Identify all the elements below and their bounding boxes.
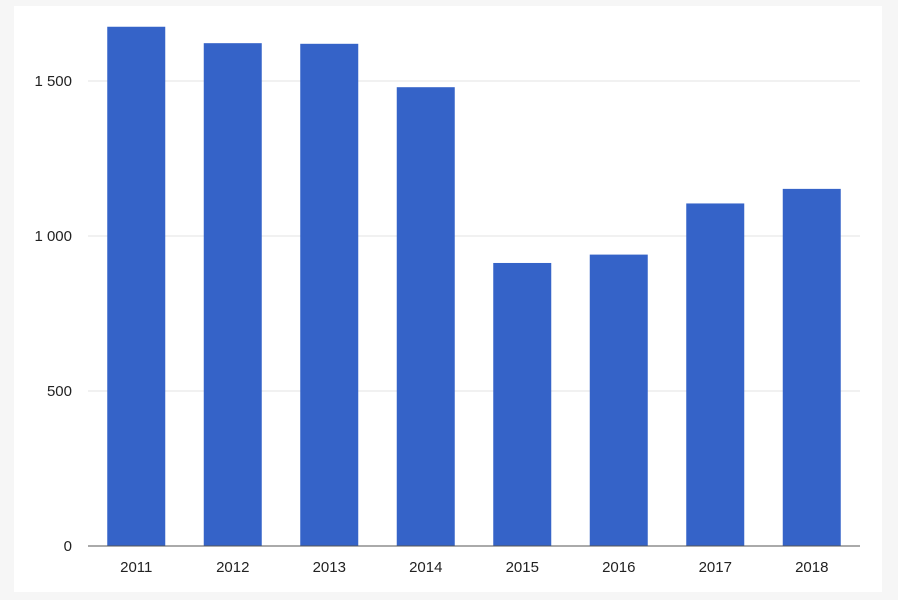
y-tick-label: 1 000 <box>34 228 72 245</box>
x-tick-label: 2014 <box>409 559 442 576</box>
x-tick-label: 2012 <box>216 559 249 576</box>
bars <box>107 26 841 547</box>
x-tick-label: 2013 <box>313 559 346 576</box>
bar-2014 <box>396 87 455 546</box>
bar-2018 <box>782 188 841 546</box>
x-tick-label: 2016 <box>602 559 635 576</box>
bar-2013 <box>300 43 359 547</box>
bar-2012 <box>203 43 262 547</box>
bar-2011 <box>107 26 166 546</box>
x-tick-label: 2011 <box>120 559 152 576</box>
y-tick-label: 0 <box>64 538 72 555</box>
bar-2015 <box>493 262 552 546</box>
x-tick-label: 2017 <box>699 559 732 576</box>
x-axis-tick-labels: 2011 2012 2013 2014 2015 2016 2017 2018 <box>120 559 828 576</box>
bar-2017 <box>686 203 745 546</box>
x-tick-label: 2018 <box>795 559 828 576</box>
y-axis-tick-labels: 0 500 1 000 1 500 <box>34 73 72 555</box>
y-tick-label: 500 <box>47 383 72 400</box>
y-tick-label: 1 500 <box>34 73 72 90</box>
x-tick-label: 2015 <box>506 559 539 576</box>
bar-2016 <box>589 254 648 546</box>
